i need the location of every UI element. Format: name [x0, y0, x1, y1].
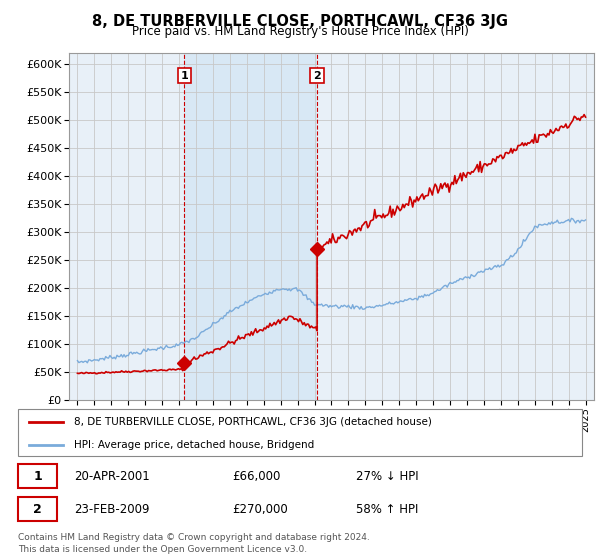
- Text: Contains HM Land Registry data © Crown copyright and database right 2024.: Contains HM Land Registry data © Crown c…: [18, 533, 370, 542]
- Text: 2: 2: [313, 71, 321, 81]
- Text: 8, DE TURBERVILLE CLOSE, PORTHCAWL, CF36 3JG (detached house): 8, DE TURBERVILLE CLOSE, PORTHCAWL, CF36…: [74, 417, 432, 427]
- Bar: [18, 497, 58, 521]
- Text: 1: 1: [180, 71, 188, 81]
- Bar: [184, 53, 317, 400]
- Text: £66,000: £66,000: [232, 469, 281, 483]
- Text: This data is licensed under the Open Government Licence v3.0.: This data is licensed under the Open Gov…: [18, 545, 307, 554]
- Text: Price paid vs. HM Land Registry's House Price Index (HPI): Price paid vs. HM Land Registry's House …: [131, 25, 469, 38]
- Text: 8, DE TURBERVILLE CLOSE, PORTHCAWL, CF36 3JG: 8, DE TURBERVILLE CLOSE, PORTHCAWL, CF36…: [92, 14, 508, 29]
- Text: HPI: Average price, detached house, Bridgend: HPI: Average price, detached house, Brid…: [74, 440, 314, 450]
- Text: 27% ↓ HPI: 27% ↓ HPI: [356, 469, 419, 483]
- Bar: [18, 464, 58, 488]
- Text: £270,000: £270,000: [232, 502, 288, 516]
- Text: 58% ↑ HPI: 58% ↑ HPI: [356, 502, 419, 516]
- Text: 20-APR-2001: 20-APR-2001: [74, 469, 150, 483]
- Text: 1: 1: [34, 469, 42, 483]
- Text: 2: 2: [34, 502, 42, 516]
- Text: 23-FEB-2009: 23-FEB-2009: [74, 502, 150, 516]
